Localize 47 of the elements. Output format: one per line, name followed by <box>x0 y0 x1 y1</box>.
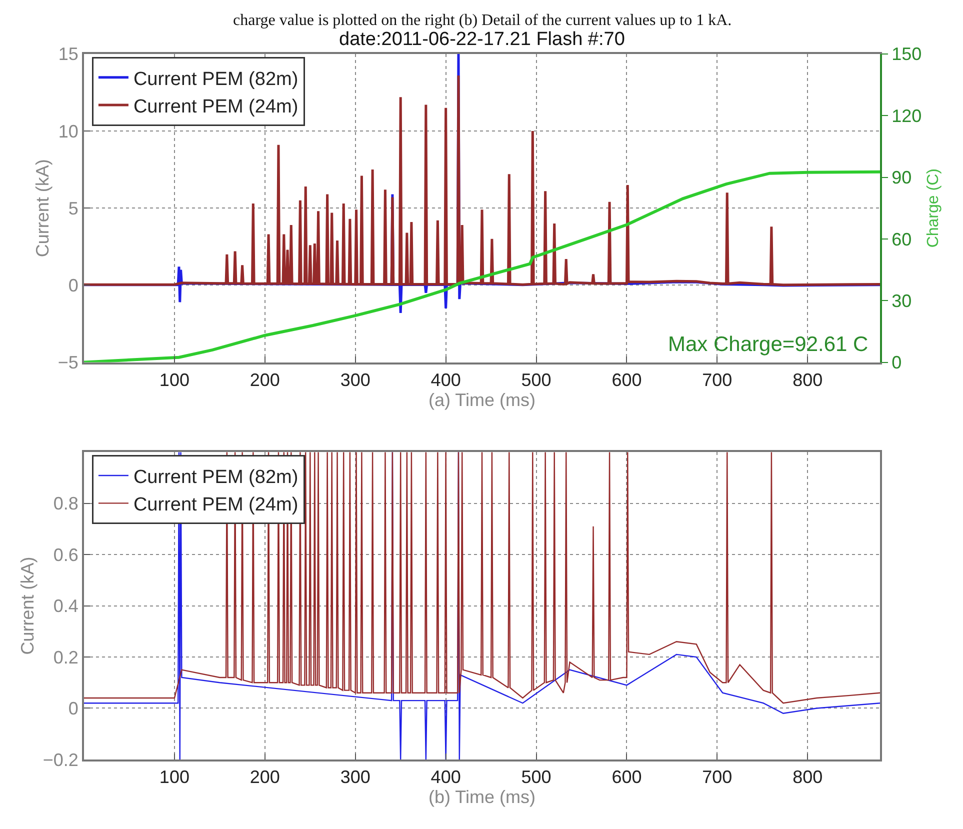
y-tick-label: −0.2 <box>42 750 78 770</box>
y-tick-label: 0.2 <box>53 647 78 668</box>
x-axis-title: (a) Time (ms) <box>428 390 536 410</box>
x-tick-label: 100 <box>159 370 190 390</box>
y2-tick-label: 30 <box>892 290 912 311</box>
x-tick-label: 100 <box>159 767 190 788</box>
y-tick-label: −5 <box>58 352 78 373</box>
line-series <box>84 452 880 704</box>
x-axis-title: (b) Time (ms) <box>428 787 536 808</box>
x-tick-label: 400 <box>430 767 461 788</box>
x-tick-label: 200 <box>250 767 280 788</box>
y2-tick-label: 90 <box>892 168 912 188</box>
x-tick-label: 600 <box>612 370 642 390</box>
y2-tick-label: 150 <box>892 44 922 64</box>
y-tick-label: 0.6 <box>53 544 78 565</box>
legend-label: Current PEM (24m) <box>133 494 298 516</box>
y2-tick-label: 0 <box>892 352 902 373</box>
y-tick-label: 0 <box>68 698 78 719</box>
x-tick-label: 500 <box>521 370 552 390</box>
x-tick-label: 300 <box>340 370 370 390</box>
y-tick-label: 0.4 <box>53 596 78 616</box>
y2-axis-title: Charge (C) <box>924 168 942 248</box>
y-axis-title: Current (kA) <box>32 159 53 258</box>
y-tick-label: 10 <box>58 121 78 142</box>
legend-label: Current PEM (82m) <box>133 68 298 90</box>
x-tick-label: 800 <box>792 370 823 390</box>
x-tick-label: 700 <box>702 767 732 788</box>
chart-title: date:2011-06-22-17.21 Flash #:70 <box>339 29 625 50</box>
y-tick-label: 0 <box>68 275 78 296</box>
line-series <box>84 170 880 362</box>
x-tick-label: 600 <box>612 767 642 788</box>
y-tick-label: 15 <box>58 44 78 64</box>
x-tick-label: 500 <box>521 767 552 788</box>
y-tick-label: 0.8 <box>53 494 78 514</box>
x-tick-label: 800 <box>792 767 823 788</box>
x-tick-label: 700 <box>702 370 732 390</box>
y2-tick-label: 60 <box>892 229 912 250</box>
x-tick-label: 300 <box>340 767 370 788</box>
legend-label: Current PEM (24m) <box>133 96 298 118</box>
x-tick-label: 400 <box>430 370 461 390</box>
annotation: Max Charge=92.61 C <box>668 333 868 356</box>
y-axis-title: Current (kA) <box>18 556 38 655</box>
y-tick-label: 5 <box>68 198 78 218</box>
legend-label: Current PEM (82m) <box>133 466 298 488</box>
x-tick-label: 200 <box>250 370 280 390</box>
y2-tick-label: 120 <box>892 106 922 126</box>
text: charge value is plotted on the right (b) Detail of the current values up to 1 kA. <box>233 12 732 29</box>
